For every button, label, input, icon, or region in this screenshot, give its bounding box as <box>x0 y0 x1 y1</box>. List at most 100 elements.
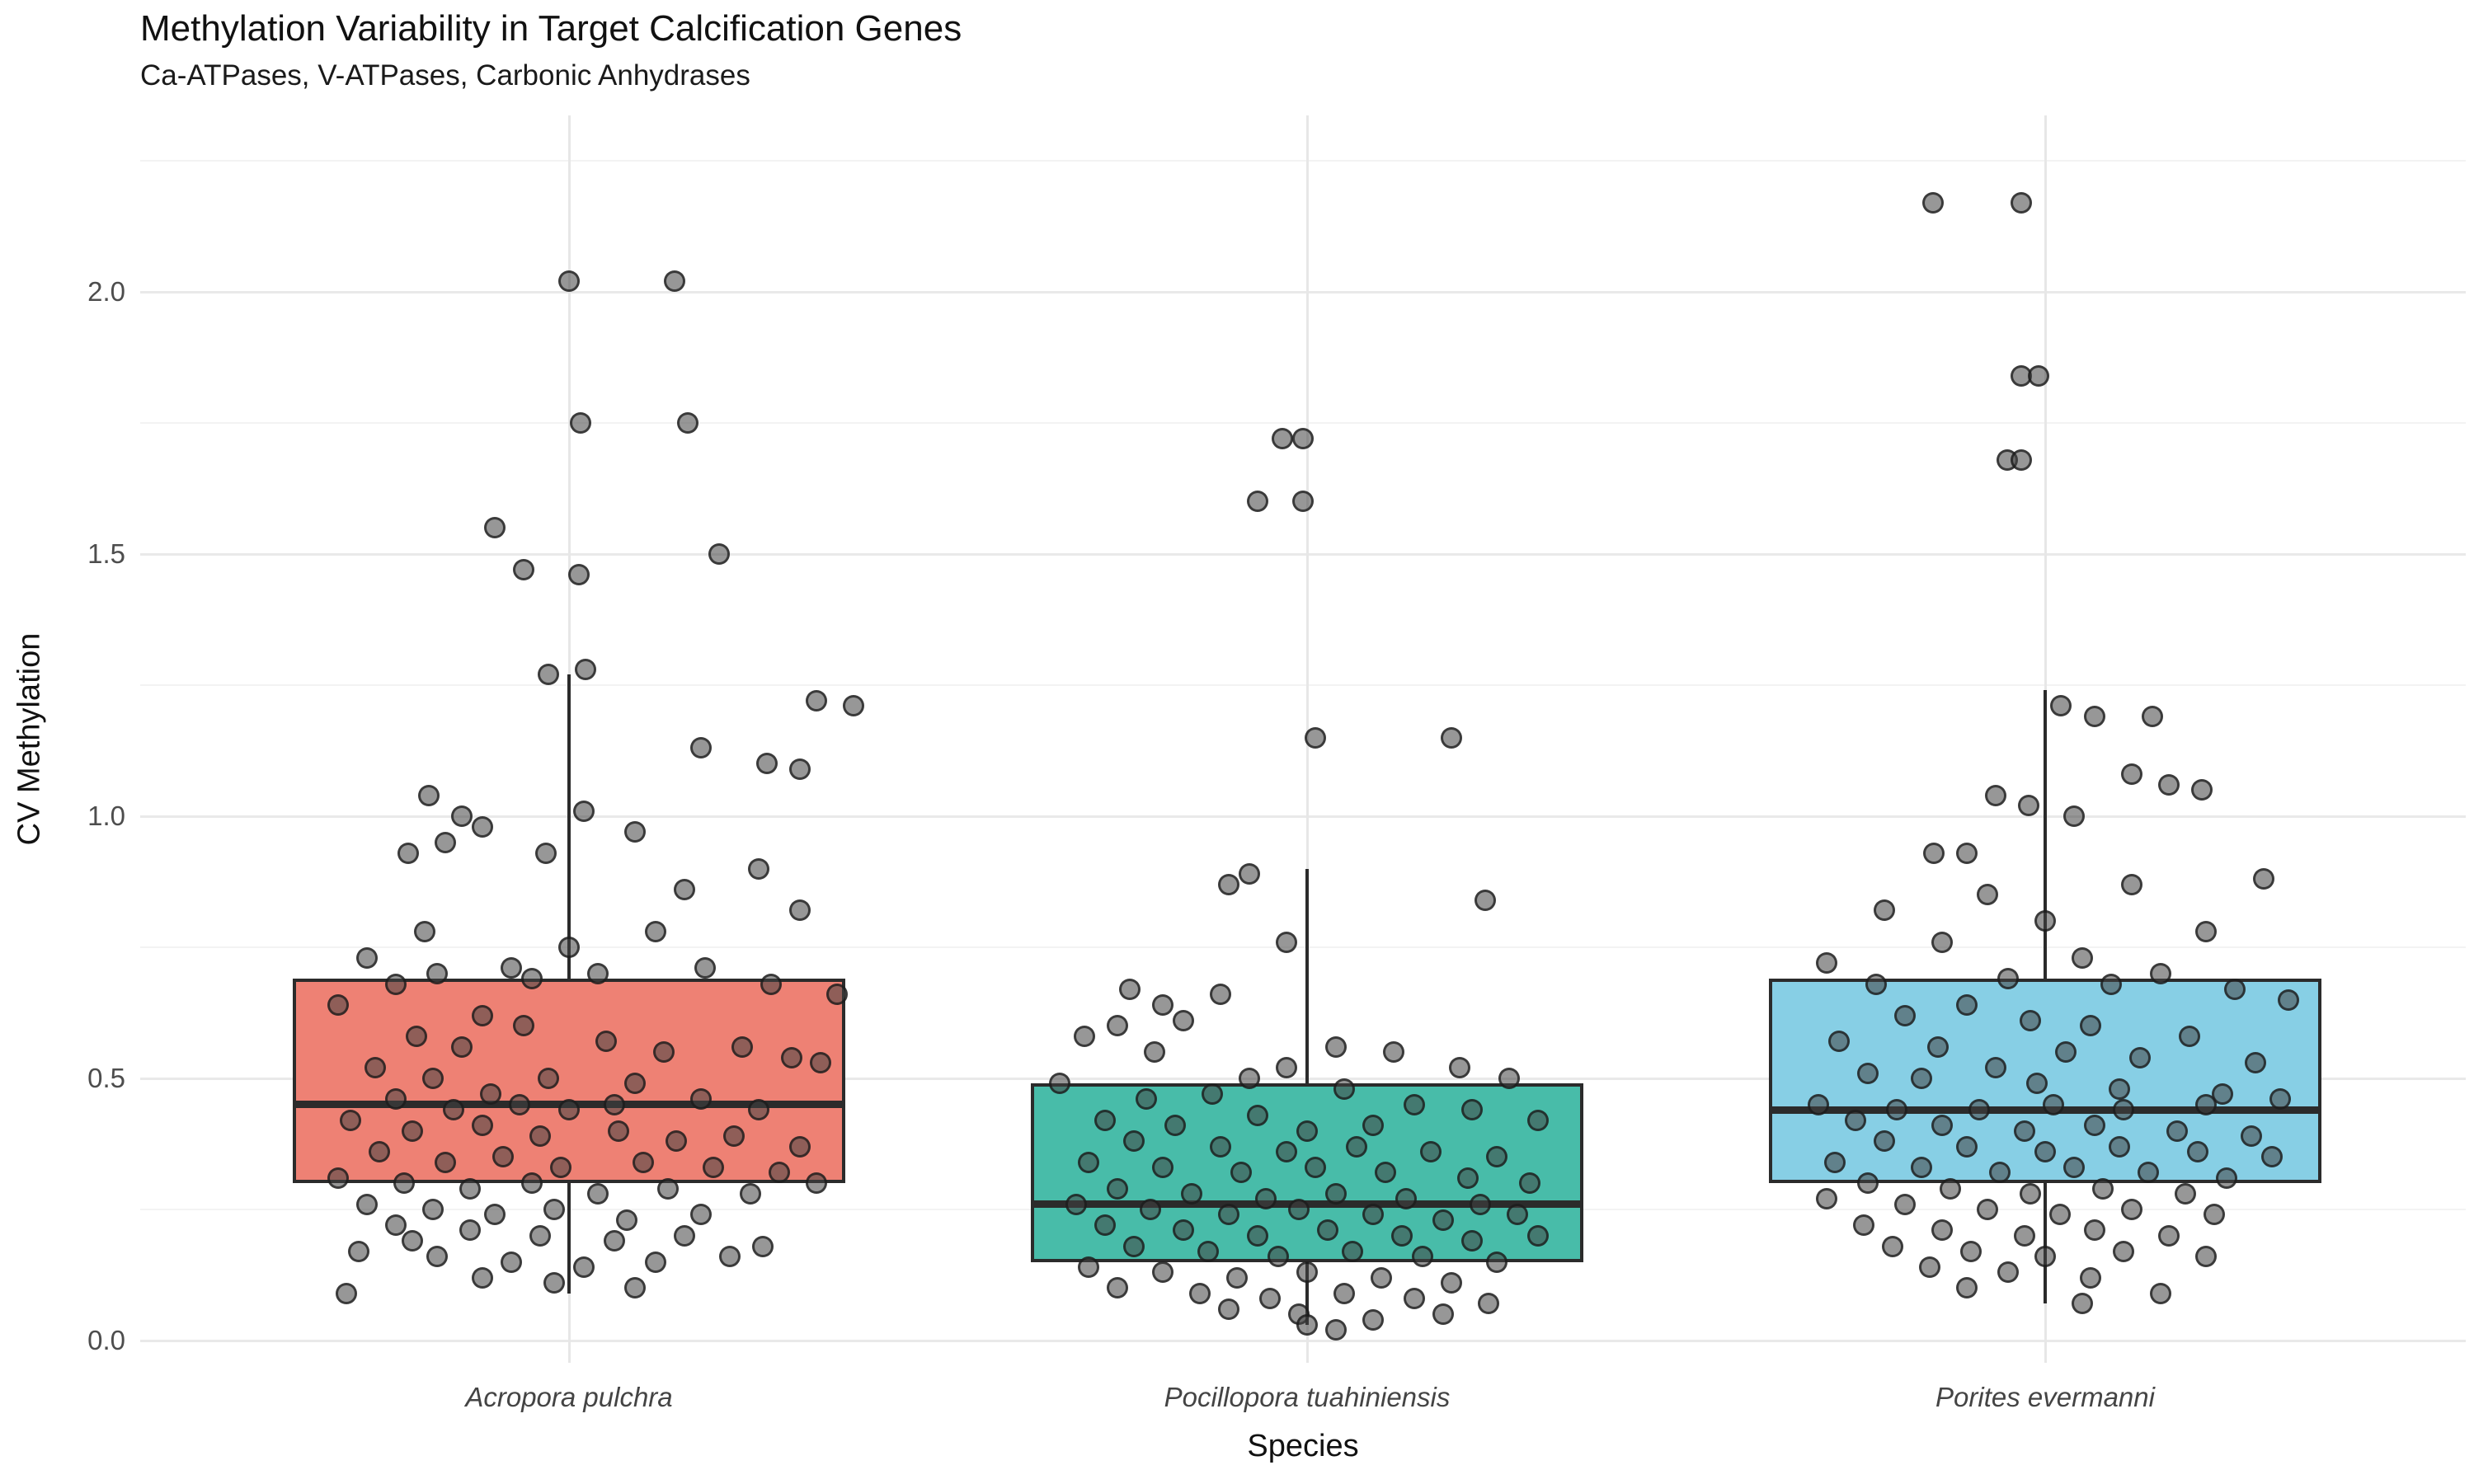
minor-gridline <box>140 422 2466 424</box>
jitter-point <box>1919 1256 1940 1278</box>
major-gridline <box>140 1077 2466 1080</box>
jitter-point <box>1218 1204 1239 1226</box>
jitter-point <box>480 1083 501 1106</box>
jitter-point <box>472 1266 493 1289</box>
jitter-point <box>2026 1073 2048 1095</box>
jitter-point <box>402 1120 423 1142</box>
jitter-point <box>550 1157 571 1179</box>
jitter-point <box>1420 1141 1442 1163</box>
jitter-point <box>472 1115 493 1137</box>
jitter-point <box>393 1172 415 1195</box>
jitter-point <box>356 946 378 969</box>
jitter-point <box>1317 1219 1338 1242</box>
jitter-point <box>1997 968 2019 990</box>
jitter-point <box>748 1099 769 1121</box>
jitter-point <box>1296 1120 1318 1142</box>
jitter-point <box>501 957 522 979</box>
jitter-point <box>327 1167 349 1189</box>
jitter-point <box>2261 1146 2283 1168</box>
jitter-point <box>1296 1313 1318 1336</box>
jitter-point <box>1985 784 2006 806</box>
jitter-point <box>435 831 456 853</box>
jitter-point <box>1470 1193 1491 1215</box>
jitter-point <box>1808 1093 1829 1115</box>
jitter-point <box>2245 1051 2266 1073</box>
jitter-point <box>402 1230 423 1252</box>
plot-subtitle: Ca-ATPases, V-ATPases, Carbonic Anhydras… <box>140 59 750 92</box>
jitter-point <box>2195 1093 2217 1115</box>
jitter-point <box>340 1109 361 1131</box>
x-category-label: Porites evermanni <box>1935 1382 2155 1412</box>
jitter-point <box>781 1046 802 1068</box>
jitter-point <box>1181 1182 1202 1205</box>
jitter-point <box>2191 779 2213 801</box>
jitter-point <box>451 1036 473 1058</box>
jitter-point <box>1049 1073 1070 1095</box>
jitter-point <box>1362 1308 1384 1331</box>
jitter-point <box>1395 1188 1417 1210</box>
jitter-point <box>1268 1246 1289 1268</box>
jitter-point <box>1923 842 1945 864</box>
x-axis-title: Species <box>1247 1429 1359 1463</box>
jitter-point <box>690 737 712 759</box>
jitter-point <box>608 1120 629 1142</box>
jitter-point <box>1226 1266 1248 1289</box>
jitter-point <box>2179 1026 2200 1048</box>
jitter-point <box>1441 1272 1462 1294</box>
plot-title: Methylation Variability in Target Calcif… <box>140 8 962 49</box>
jitter-point <box>587 1182 609 1205</box>
jitter-point <box>1272 428 1293 450</box>
jitter-point <box>1507 1204 1528 1226</box>
jitter-point <box>1119 978 1141 1000</box>
jitter-point <box>1342 1240 1363 1262</box>
jitter-point <box>1478 1293 1499 1315</box>
jitter-point <box>1197 1240 1219 1262</box>
jitter-point <box>1985 1057 2006 1079</box>
jitter-point <box>1292 491 1314 513</box>
jitter-point <box>1202 1083 1223 1106</box>
jitter-point <box>1432 1209 1454 1231</box>
jitter-point <box>1911 1068 1932 1089</box>
jitter-point <box>1152 1157 1174 1179</box>
jitter-point <box>674 1224 695 1247</box>
jitter-point <box>677 412 698 434</box>
jitter-point <box>1824 1151 1846 1173</box>
jitter-point <box>2011 191 2032 214</box>
jitter-point <box>356 1193 378 1215</box>
jitter-point <box>2020 1182 2041 1205</box>
jitter-point <box>509 1093 530 1115</box>
jitter-point <box>484 1204 506 1226</box>
jitter-point <box>645 1251 666 1273</box>
jitter-point <box>1989 1162 2011 1184</box>
jitter-point <box>472 815 493 838</box>
major-gridline <box>140 552 2466 556</box>
jitter-point <box>451 805 473 827</box>
jitter-point <box>2216 1167 2237 1189</box>
jitter-point <box>2072 1293 2093 1315</box>
jitter-point <box>1404 1288 1425 1310</box>
y-tick-label: 1.0 <box>87 801 125 831</box>
jitter-point <box>1078 1151 1099 1173</box>
jitter-point <box>789 1135 811 1158</box>
jitter-point <box>1276 1057 1297 1079</box>
jitter-point <box>1977 884 1998 906</box>
jitter-point <box>1230 1162 1252 1184</box>
jitter-point <box>2269 1088 2291 1111</box>
jitter-point <box>1527 1109 1549 1131</box>
jitter-point <box>595 1031 617 1053</box>
minor-gridline <box>140 684 2466 686</box>
jitter-point <box>1894 1004 1916 1026</box>
major-gridline <box>140 815 2466 818</box>
jitter-point <box>2158 773 2180 796</box>
jitter-point <box>558 1099 580 1121</box>
jitter-point <box>2049 1204 2071 1226</box>
jitter-point <box>760 973 782 995</box>
jitter-point <box>1218 873 1239 895</box>
minor-gridline <box>140 160 2466 162</box>
jitter-point <box>1276 931 1297 953</box>
jitter-point <box>1931 1219 1953 1242</box>
jitter-point <box>2028 364 2049 387</box>
major-gridline <box>140 1339 2466 1342</box>
